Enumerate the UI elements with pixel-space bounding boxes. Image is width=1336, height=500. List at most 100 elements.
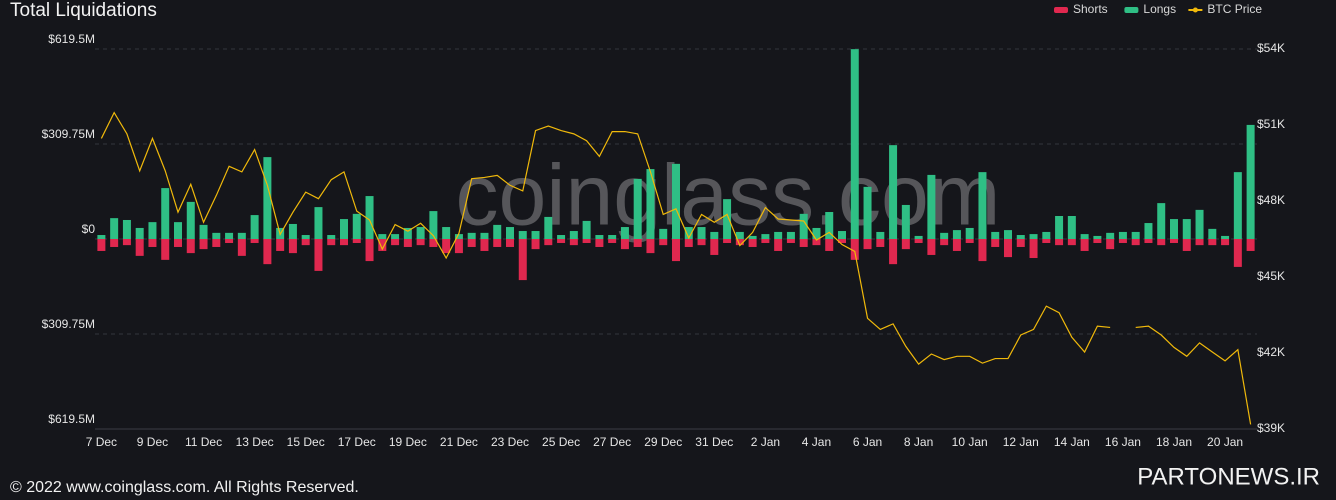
bar xyxy=(735,239,744,246)
bar xyxy=(493,224,502,239)
bar xyxy=(148,222,157,239)
y2-tick-label: $54K xyxy=(1257,41,1285,55)
bar xyxy=(340,219,348,239)
bar xyxy=(1221,235,1230,239)
bar xyxy=(978,172,987,239)
bar xyxy=(340,239,348,246)
bar xyxy=(620,239,629,250)
bar xyxy=(135,239,144,256)
bar xyxy=(1016,235,1025,239)
bar xyxy=(518,239,527,281)
bar xyxy=(608,235,617,239)
bar xyxy=(646,239,655,254)
bar xyxy=(710,239,719,255)
bar xyxy=(327,235,336,239)
bar xyxy=(697,239,706,246)
bar xyxy=(697,227,706,239)
bar xyxy=(110,218,119,239)
bar xyxy=(1233,172,1242,239)
bar xyxy=(480,239,489,251)
bar xyxy=(965,239,974,243)
bar xyxy=(1208,239,1217,246)
bar xyxy=(582,239,591,243)
bar xyxy=(416,239,425,246)
x-tick-label: 13 Dec xyxy=(236,435,274,449)
bar xyxy=(569,231,578,239)
bar xyxy=(391,239,400,246)
y-tick-label: $0 xyxy=(82,222,96,236)
bar xyxy=(710,231,719,239)
bar xyxy=(569,239,578,246)
bar xyxy=(633,239,642,247)
bar xyxy=(186,239,195,254)
bar xyxy=(174,239,182,247)
bar xyxy=(1093,235,1102,239)
bar xyxy=(633,178,642,239)
bar xyxy=(544,239,553,246)
price-line xyxy=(100,111,1252,425)
bar xyxy=(301,235,310,239)
bar xyxy=(506,239,514,247)
bar xyxy=(863,186,872,239)
bar xyxy=(965,227,974,239)
bar xyxy=(1016,239,1025,247)
bar xyxy=(901,239,910,250)
bar xyxy=(850,49,859,239)
bar xyxy=(1106,239,1115,250)
bar xyxy=(1004,239,1012,258)
x-tick-label: 9 Dec xyxy=(137,435,168,449)
bar xyxy=(940,232,949,239)
x-tick-label: 2 Jan xyxy=(751,435,780,449)
bar xyxy=(250,239,259,243)
bar xyxy=(429,239,438,247)
bar xyxy=(276,239,285,251)
bar xyxy=(480,232,489,239)
bar xyxy=(288,223,297,239)
bar xyxy=(684,227,693,239)
bar xyxy=(1067,239,1076,246)
bar xyxy=(288,239,297,254)
legend-swatch-dot xyxy=(1192,7,1198,13)
bar xyxy=(978,239,987,262)
bar xyxy=(225,232,234,239)
bar xyxy=(876,239,885,247)
bar xyxy=(889,239,898,265)
bar xyxy=(774,231,783,239)
y-tick-label: $309.75M xyxy=(42,317,95,331)
x-tick-label: 16 Jan xyxy=(1105,435,1141,449)
chart-title: Total Liquidations xyxy=(10,0,157,21)
bar xyxy=(352,213,361,239)
bar xyxy=(684,239,693,247)
bar xyxy=(454,234,463,239)
bar xyxy=(97,235,106,239)
bar xyxy=(582,220,591,239)
legend-item: Longs xyxy=(1124,2,1176,16)
x-tick-label: 27 Dec xyxy=(593,435,631,449)
bar xyxy=(1182,239,1191,251)
bar xyxy=(1131,239,1140,246)
bar xyxy=(161,188,170,239)
bar xyxy=(467,239,476,247)
bar xyxy=(416,227,425,239)
bar xyxy=(799,213,808,239)
footer: © 2022 www.coinglass.com. All Rights Res… xyxy=(10,479,359,496)
bar xyxy=(403,227,412,239)
bar xyxy=(1004,230,1012,239)
bar xyxy=(378,234,387,239)
bar xyxy=(838,231,846,239)
bar xyxy=(199,224,208,239)
x-tick-label: 11 Dec xyxy=(185,435,222,449)
bar xyxy=(225,239,234,243)
bar xyxy=(442,239,451,254)
bar xyxy=(1246,124,1255,239)
legend-label: BTC Price xyxy=(1207,2,1262,16)
bar xyxy=(352,239,361,243)
bar xyxy=(761,234,770,239)
bar xyxy=(850,239,859,260)
bar xyxy=(1157,203,1166,239)
x-tick-label: 15 Dec xyxy=(287,435,325,449)
bar xyxy=(212,239,221,247)
legend-swatch xyxy=(1054,7,1068,13)
bar xyxy=(186,201,195,239)
bar xyxy=(608,239,617,243)
